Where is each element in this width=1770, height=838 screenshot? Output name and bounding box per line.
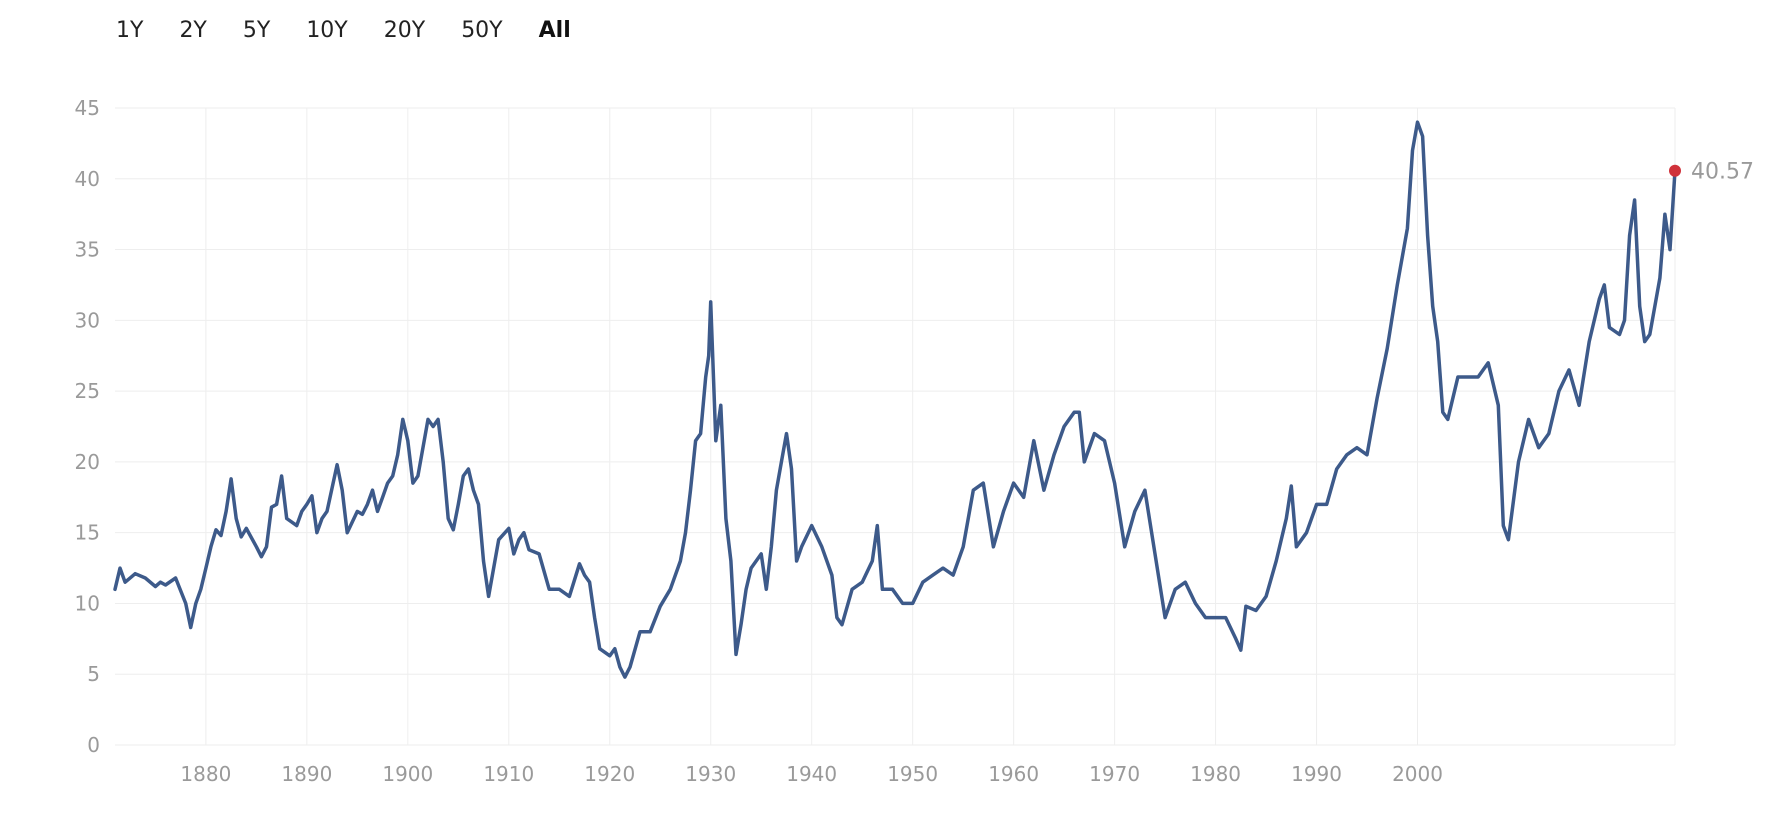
- range-button-all[interactable]: All: [538, 18, 571, 43]
- y-tick-label: 45: [75, 96, 100, 120]
- y-tick-label: 40: [75, 167, 100, 191]
- x-tick-label: 1960: [988, 762, 1039, 786]
- range-button-2y[interactable]: 2Y: [179, 18, 207, 43]
- chart-grid: [115, 107, 1676, 746]
- x-tick-label: 1990: [1291, 762, 1342, 786]
- x-tick-label: 1880: [180, 762, 231, 786]
- range-selector: 1Y 2Y 5Y 10Y 20Y 50Y All: [100, 14, 583, 54]
- y-tick-label: 10: [75, 591, 100, 615]
- x-tick-label: 1890: [281, 762, 332, 786]
- y-tick-label: 5: [87, 662, 100, 686]
- range-button-5y[interactable]: 5Y: [242, 18, 271, 43]
- series-line: [113, 120, 1677, 679]
- x-tick-label: 1900: [382, 762, 433, 786]
- x-axis: 1880 1890 1900 1910 1920 1930 1940 1950 1960 1970…: [180, 762, 1443, 786]
- x-tick-label: 1910: [483, 762, 534, 786]
- last-value-label: 40.57: [1691, 160, 1754, 185]
- last-value-point[interactable]: [1669, 164, 1681, 177]
- y-tick-label: 30: [75, 308, 100, 332]
- range-button-1y[interactable]: 1Y: [116, 18, 144, 43]
- x-tick-label: 1970: [1089, 762, 1140, 786]
- x-tick-label: 1920: [584, 762, 635, 786]
- range-button-50y[interactable]: 50Y: [461, 18, 503, 43]
- x-tick-label: 1950: [887, 762, 938, 786]
- x-tick-label: 1940: [786, 762, 837, 786]
- range-button-10y[interactable]: 10Y: [306, 18, 348, 43]
- y-tick-label: 25: [75, 379, 100, 403]
- y-tick-label: 35: [75, 238, 100, 262]
- y-axis: 0 5 10 15 20 25 30 35 40 45: [75, 96, 100, 757]
- x-tick-label: 1980: [1190, 762, 1241, 786]
- x-tick-label: 1930: [685, 762, 736, 786]
- range-button-20y[interactable]: 20Y: [383, 18, 426, 43]
- y-tick-label: 0: [87, 733, 100, 757]
- x-tick-label: 2000: [1392, 762, 1443, 786]
- y-tick-label: 20: [75, 450, 100, 474]
- y-tick-label: 15: [75, 521, 100, 545]
